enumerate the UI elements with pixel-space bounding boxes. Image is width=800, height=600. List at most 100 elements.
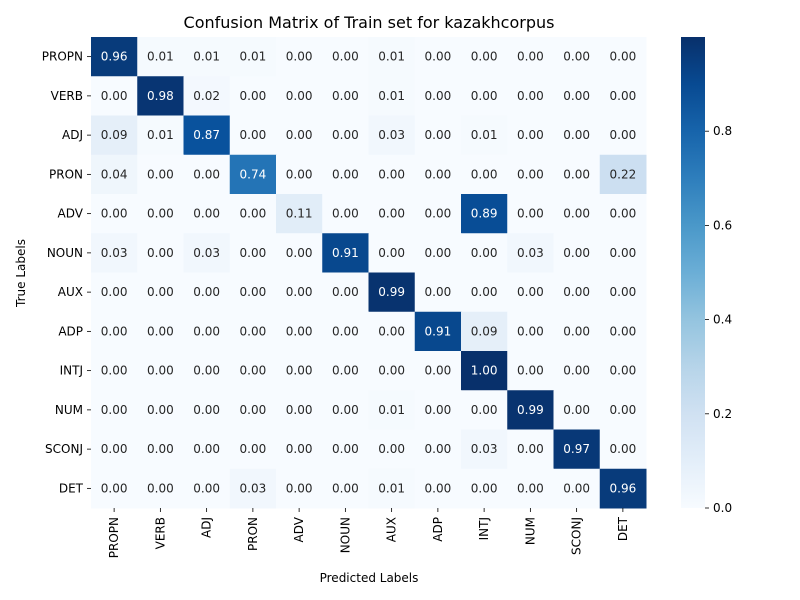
heatmap-cell (368, 468, 416, 509)
heatmap-cell (599, 233, 647, 273)
heatmap-cells (91, 37, 647, 509)
heatmap-cell (91, 194, 138, 234)
heatmap-cell (599, 351, 647, 391)
cell-value-label: 0.04 (101, 167, 128, 181)
heatmap-cell (91, 233, 138, 273)
cell-value-label: 0.00 (101, 364, 128, 378)
heatmap-cell (414, 468, 462, 509)
cell-value-label: 0.00 (425, 128, 452, 142)
cell-value-label: 0.00 (240, 246, 267, 260)
cell-value-label: 0.00 (425, 167, 452, 181)
heatmap-cell (229, 311, 277, 352)
heatmap-cell (599, 468, 647, 509)
cell-value-label: 0.09 (471, 324, 498, 338)
heatmap-cell (276, 37, 323, 77)
heatmap-cell (183, 233, 231, 273)
heatmap-cell (507, 311, 554, 352)
colorbar-ticks: 0.0 0.2 0.4 0.6 0.8 (705, 124, 732, 515)
cell-value-label: 0.00 (240, 128, 267, 142)
heatmap-cell (137, 429, 184, 470)
cell-value-label: 0.00 (425, 207, 452, 221)
y-tick-label: AUX (58, 285, 83, 299)
heatmap-cell (137, 233, 184, 273)
heatmap-cell (461, 390, 508, 430)
heatmap-cell (461, 311, 508, 352)
heatmap-cell (91, 311, 138, 352)
heatmap-cell (137, 194, 184, 234)
cell-value-label: 0.00 (240, 442, 267, 456)
cell-value-label: 0.00 (563, 324, 590, 338)
y-tick-label: INTJ (60, 364, 83, 378)
heatmap-cell (368, 76, 416, 116)
cell-value-label: 0.03 (378, 128, 405, 142)
heatmap-cell (414, 154, 462, 195)
cell-value-label: 0.02 (193, 89, 220, 103)
cell-value-label: 0.00 (193, 364, 220, 378)
cell-value-label: 0.00 (471, 167, 498, 181)
y-axis-ticks: PROPN VERB ADJ PRON ADV NOUN AUX ADP INTJ NUM SCON… (42, 50, 91, 495)
heatmap-cell (183, 390, 231, 430)
cell-value-label: 0.98 (147, 89, 174, 103)
cell-value-label: 0.00 (517, 167, 544, 181)
heatmap-cell (276, 233, 323, 273)
cell-value-label: 0.00 (610, 128, 637, 142)
y-tick-label: ADP (58, 324, 83, 338)
cell-value-label: 0.00 (193, 324, 220, 338)
heatmap-cell (553, 468, 601, 509)
cell-value-label: 0.00 (193, 207, 220, 221)
heatmap-cell (276, 351, 323, 391)
heatmap-cell (183, 351, 231, 391)
cell-value-label: 0.00 (378, 364, 405, 378)
cell-value-label: 0.01 (378, 403, 405, 417)
heatmap-cell (368, 194, 416, 234)
cell-value-label: 0.00 (471, 285, 498, 299)
heatmap-cell (368, 429, 416, 470)
colorbar (681, 37, 705, 508)
heatmap-cell (91, 76, 138, 116)
heatmap-cell (553, 390, 601, 430)
heatmap-cell (137, 390, 184, 430)
cell-value-label: 0.00 (610, 364, 637, 378)
heatmap-cell (229, 154, 277, 195)
x-axis-label: Predicted Labels (320, 571, 419, 585)
cell-value-label: 0.00 (563, 50, 590, 64)
cell-value-label: 0.96 (610, 481, 637, 495)
heatmap-cell (368, 272, 416, 313)
cell-value-label: 0.00 (147, 324, 174, 338)
cell-value-label: 0.00 (610, 89, 637, 103)
cell-value-label: 0.00 (101, 207, 128, 221)
cell-value-label: 0.00 (332, 167, 359, 181)
cell-value-label: 0.00 (101, 324, 128, 338)
heatmap-cell (507, 154, 554, 195)
heatmap-cell (368, 311, 416, 352)
heatmap-cell (507, 233, 554, 273)
cell-value-label: 0.00 (193, 285, 220, 299)
cell-value-label: 0.01 (147, 50, 174, 64)
cell-value-label: 0.03 (240, 481, 267, 495)
cell-value-label: 0.00 (286, 128, 313, 142)
cell-value-label: 0.74 (240, 167, 267, 181)
x-tick-label: NOUN (338, 517, 352, 553)
heatmap-cell (461, 154, 508, 195)
heatmap-cell (599, 194, 647, 234)
heatmap-cell (368, 390, 416, 430)
cell-value-label: 0.00 (425, 481, 452, 495)
cell-value-label: 0.00 (563, 167, 590, 181)
heatmap-cell (183, 429, 231, 470)
cell-value-label: 0.91 (332, 246, 359, 260)
x-tick-label: ADP (431, 517, 445, 542)
cell-value-label: 0.00 (425, 442, 452, 456)
heatmap-cell (599, 390, 647, 430)
heatmap-cell (599, 115, 647, 156)
cell-value-label: 0.96 (101, 50, 128, 64)
heatmap-cell (507, 351, 554, 391)
cell-value-label: 0.01 (378, 50, 405, 64)
cell-value-label: 0.00 (193, 442, 220, 456)
heatmap-cell (414, 76, 462, 116)
heatmap-cell (276, 76, 323, 116)
cell-value-label: 0.00 (286, 403, 313, 417)
heatmap-cell (553, 76, 601, 116)
x-tick-label: NUM (523, 517, 537, 545)
heatmap-cell (137, 115, 184, 156)
